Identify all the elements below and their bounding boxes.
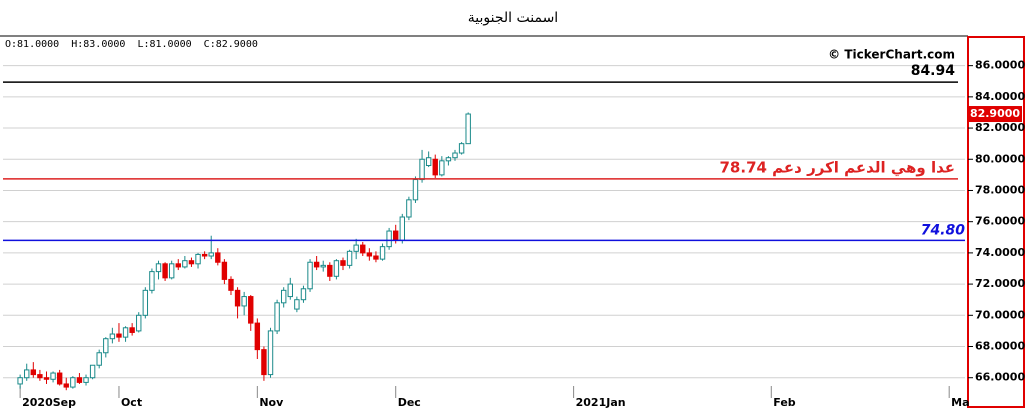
candle-body [221,261,228,280]
y-tick-label: 86.0000 [975,59,1025,72]
candle-body [136,314,142,332]
candle-body [432,158,438,176]
candle-body [195,253,201,265]
candle-body [327,264,333,277]
x-tick-label: Dec [398,396,421,409]
candle-body [412,179,419,201]
candle-body [155,263,162,273]
y-tick-label: 72.0000 [975,277,1025,290]
candle-body [37,374,43,379]
candle-body [175,263,181,268]
candle-body [294,299,300,310]
y-tick-label: 78.0000 [975,183,1025,196]
candle-body [386,230,392,248]
candle-body [340,260,346,266]
candle-body [452,152,458,159]
candle-body [50,372,56,380]
candle-body [149,271,155,291]
candle-body [379,246,386,260]
candle-body [353,244,359,252]
candle-body [43,377,50,380]
candle-body [280,289,287,304]
candle-body [24,369,30,379]
x-tick-label: Ma [951,396,969,409]
candle-body [439,160,445,176]
candle-body [83,377,89,383]
candle-body [182,260,188,268]
candle-body [168,263,175,279]
y-tick-label: 74.0000 [975,246,1025,259]
y-tick-label: 82.0000 [975,121,1025,134]
y-tick-label: 80.0000 [975,152,1025,165]
candle-body [30,369,37,376]
candle-body [458,143,465,154]
level-label: 84.94 [911,63,956,79]
level-label: 74.80 [921,222,966,238]
candle-body [241,296,247,307]
candle-body [208,252,214,257]
candle-body [122,327,129,338]
y-tick-label: 68.0000 [975,340,1025,353]
candle-body [103,338,109,354]
candle-body [56,372,63,385]
y-tick-label: 84.0000 [975,90,1025,103]
y-tick-label: 66.0000 [975,371,1025,384]
x-tick-label: 2020Sep [22,396,76,409]
y-tick-label: 76.0000 [975,215,1025,228]
candle-body [360,244,366,254]
ohlc-info: O:81.0000 H:83.0000 L:81.0000 C:82.9000 [5,39,258,50]
chart-title: اسمنت الجنوبية [468,10,558,26]
candle-body [201,253,208,257]
x-tick-label: Nov [259,396,284,409]
candle-body [445,157,452,162]
candle-body [267,330,274,376]
level-label: 78.74 عدا وهي الدعم اكرر دعم [720,158,956,176]
x-tick-label: 2021Jan [576,396,626,409]
candle-body [313,261,320,268]
candle-body [333,260,340,277]
candle-body [248,296,254,324]
candle-body [419,158,425,181]
watermark: © TickerChart.com [828,48,955,62]
candle-body [116,333,122,338]
candle-body [261,349,267,376]
candle-body [228,278,234,291]
candle-body [307,261,313,290]
last-price-box [968,106,1022,123]
candle-body [63,383,69,388]
candle-body [96,352,102,366]
candle-body [287,283,293,298]
x-tick-label: Oct [121,396,142,409]
candle-body [17,377,23,385]
candle-body [142,289,149,316]
candle-body [162,263,168,279]
candle-body [465,113,471,145]
candle-body [320,264,326,268]
candle-body [406,199,412,218]
candle-body [254,322,261,351]
candle-body [366,252,373,257]
candle-body [399,216,405,241]
candle-body [215,252,221,263]
x-tick-label: Feb [773,396,796,409]
candle-body [76,377,83,383]
candle-body [425,157,432,167]
candle-body [109,333,116,340]
candle-body [393,230,399,241]
candle-body [70,377,76,388]
candle-body [234,289,241,307]
candle-body [300,288,307,301]
y-tick-label: 70.0000 [975,308,1025,321]
candle-body [346,250,353,266]
candle-body [188,260,195,265]
candle-body [89,364,96,379]
candle-body [274,302,280,332]
candle-body [129,327,135,333]
candle-body [373,255,379,260]
last-price-label: 82.9000 [970,107,1020,120]
